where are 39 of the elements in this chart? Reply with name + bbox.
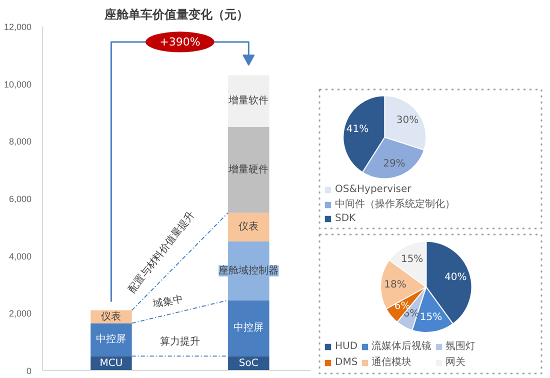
series-label: 增量软件 [228, 94, 269, 107]
y-tick-label: 4,000 [8, 251, 32, 262]
annotation: 算力提升 [160, 336, 200, 348]
legend-label: 氛围灯 [446, 340, 476, 353]
series-label: 座舱域控制器 [218, 264, 279, 276]
y-tick-label: 0 [26, 366, 32, 376]
series-label: 中控屏 [96, 333, 126, 346]
legend-label: OS&Hyperviser [335, 184, 412, 195]
bar [228, 300, 270, 356]
y-tick-label: 2,000 [8, 308, 32, 319]
data-label: 41% [346, 124, 369, 135]
legend-label: SDK [335, 213, 356, 224]
legend-label: 流媒体后视镜 [372, 340, 432, 353]
bar [228, 126, 270, 213]
series-label: SoC [238, 358, 258, 369]
y-tick-label: 6,000 [8, 194, 32, 204]
series-label: MCU [100, 358, 123, 369]
text: 仪表 [238, 222, 259, 233]
annotation: 域集中 [151, 293, 184, 310]
data-label: 40% [444, 272, 467, 283]
chart-title: 座舱单车价值量变化（元） [104, 8, 248, 22]
series-label: 仪表 [101, 310, 122, 322]
data-label: 15% [400, 254, 424, 265]
data-label: 18% [384, 279, 406, 290]
series-label: 增量硬件 [228, 163, 269, 176]
y-tick-label: 10,000 [4, 79, 32, 90]
legend-label: 网关 [446, 356, 466, 369]
data-label: 30% [396, 115, 419, 126]
data-label: 29% [383, 158, 406, 170]
annotation: +390% [160, 35, 200, 48]
annotation: 配置与材料价值量提升 [126, 209, 197, 296]
y-tick-label: 8,000 [8, 136, 32, 147]
text: 中控屏 [234, 322, 264, 334]
legend-label: DMS [335, 356, 358, 368]
legend-label: 通信模块 [372, 356, 412, 369]
legend-label: 中间件（操作系统定制化） [335, 198, 455, 211]
legend-label: HUD [335, 340, 358, 352]
y-tick-label: 12,000 [4, 22, 32, 32]
data-label: 15% [420, 312, 442, 324]
